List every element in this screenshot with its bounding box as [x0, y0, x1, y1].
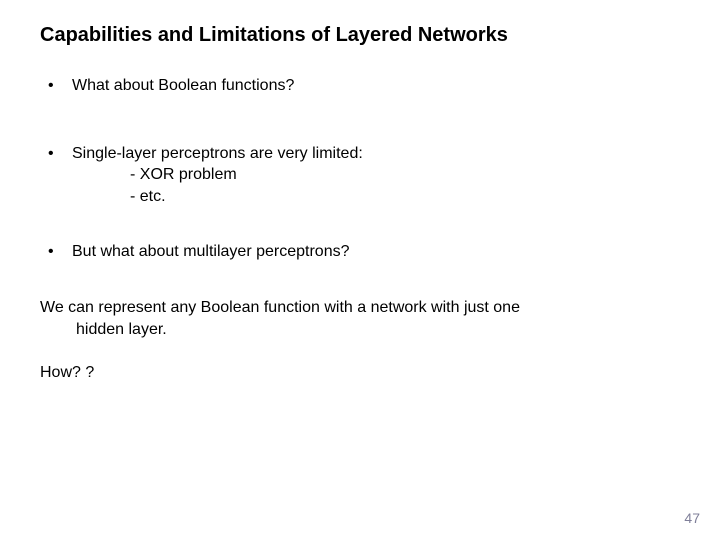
- sub-bullet: - etc.: [130, 186, 680, 208]
- body-paragraph-line: We can represent any Boolean function wi…: [40, 297, 680, 319]
- slide-title: Capabilities and Limitations of Layered …: [40, 24, 680, 47]
- spacer: [40, 207, 680, 241]
- spacer: [40, 340, 680, 362]
- sub-bullet: - XOR problem: [130, 164, 680, 186]
- slide: Capabilities and Limitations of Layered …: [0, 0, 720, 540]
- spacer: [40, 97, 680, 143]
- page-number: 47: [684, 510, 700, 526]
- bullet-item: • But what about multilayer perceptrons?: [48, 241, 680, 263]
- body-paragraph: How? ?: [40, 362, 680, 384]
- bullet-text: Single-layer perceptrons are very limite…: [72, 143, 680, 165]
- bullet-item: • What about Boolean functions?: [48, 75, 680, 97]
- spacer: [40, 263, 680, 297]
- body-paragraph-line: hidden layer.: [76, 319, 680, 341]
- bullet-dot-icon: •: [48, 241, 72, 263]
- bullet-dot-icon: •: [48, 75, 72, 97]
- bullet-dot-icon: •: [48, 143, 72, 165]
- bullet-text: What about Boolean functions?: [72, 75, 680, 97]
- bullet-text: But what about multilayer perceptrons?: [72, 241, 680, 263]
- bullet-item: • Single-layer perceptrons are very limi…: [48, 143, 680, 165]
